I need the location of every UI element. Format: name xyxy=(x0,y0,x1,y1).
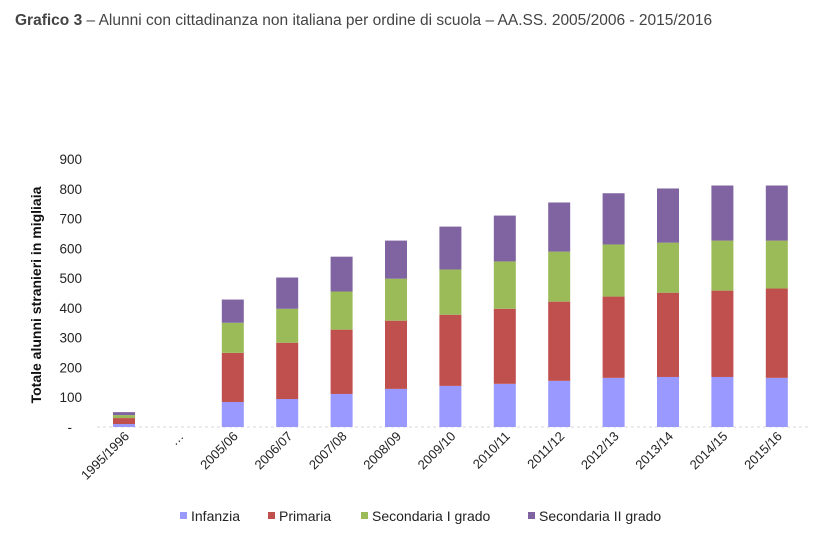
x-tick-label: 2015/16 xyxy=(741,429,785,473)
bar-segment-infanzia xyxy=(330,393,353,427)
x-tick-label: 1995/1996 xyxy=(78,429,132,483)
bar-segment-secondaria-i-grado xyxy=(548,251,571,302)
bar-segment-primaria xyxy=(221,352,244,402)
y-tick-label: 400 xyxy=(59,301,82,316)
y-tick-label: 900 xyxy=(59,152,82,167)
bar-segment-primaria xyxy=(439,314,462,386)
bar-segment-secondaria-ii-grado xyxy=(113,412,135,416)
legend-swatch xyxy=(528,512,535,519)
bar-segment-secondaria-ii-grado xyxy=(711,185,734,241)
bar-segment-primaria xyxy=(657,292,679,377)
bar-segment-infanzia xyxy=(548,380,571,427)
bar-segment-infanzia xyxy=(493,383,516,427)
bar-segment-infanzia xyxy=(439,385,462,427)
bar-segment-infanzia xyxy=(602,377,625,427)
bars xyxy=(113,185,788,427)
bar-segment-secondaria-ii-grado xyxy=(765,185,788,241)
x-tick-label: … xyxy=(167,429,187,449)
bar-segment-secondaria-i-grado xyxy=(657,242,679,293)
bar-segment-infanzia xyxy=(657,376,679,427)
y-tick-label: 300 xyxy=(59,331,82,346)
y-axis-ticks: - 100 200 300 400 500 600 700 800 900 xyxy=(59,152,82,435)
bar-segment-primaria xyxy=(493,308,516,384)
y-tick-label: - xyxy=(68,420,73,435)
bar-segment-secondaria-ii-grado xyxy=(330,256,353,292)
legend-swatch xyxy=(268,512,275,519)
legend-label: Primaria xyxy=(279,508,331,524)
chart-title-bold: Grafico 3 xyxy=(15,12,83,29)
bar-segment-secondaria-ii-grado xyxy=(657,188,679,243)
bar-segment-secondaria-i-grado xyxy=(493,261,516,309)
bar-segment-secondaria-i-grado xyxy=(385,278,407,321)
legend-label: Secondaria I grado xyxy=(372,508,491,524)
bar-segment-secondaria-ii-grado xyxy=(385,240,407,279)
bar-segment-primaria xyxy=(330,329,353,394)
bar-segment-primaria xyxy=(385,320,407,389)
bar-segment-secondaria-i-grado xyxy=(221,322,244,353)
x-axis-ticks: 1995/1996… 2005/06 2006/07 2007/08 2008/09 20… xyxy=(78,429,785,483)
bar-segment-primaria xyxy=(276,342,299,400)
bar-segment-secondaria-ii-grado xyxy=(276,277,299,309)
bar-segment-infanzia xyxy=(385,388,407,427)
bar-segment-secondaria-i-grado xyxy=(602,244,625,297)
bar-segment-primaria xyxy=(113,418,135,425)
x-tick-label: 2014/15 xyxy=(687,429,731,473)
bar-segment-secondaria-ii-grado xyxy=(548,202,571,252)
bar-segment-infanzia xyxy=(221,401,244,427)
bar-segment-infanzia xyxy=(765,377,788,427)
y-tick-label: 700 xyxy=(59,212,82,227)
bar-segment-secondaria-ii-grado xyxy=(221,299,244,323)
bar-segment-secondaria-i-grado xyxy=(765,240,788,289)
bar-segment-secondaria-i-grado xyxy=(276,308,299,343)
x-tick-label: 2012/13 xyxy=(578,429,622,473)
bar-segment-primaria xyxy=(765,288,788,378)
bar-segment-secondaria-i-grado xyxy=(330,291,353,330)
bar-segment-primaria xyxy=(548,301,571,381)
x-tick-label: 2013/14 xyxy=(632,429,676,473)
x-tick-label: 2008/09 xyxy=(360,429,404,473)
bar-segment-infanzia xyxy=(113,424,135,427)
bar-segment-secondaria-i-grado xyxy=(711,240,734,291)
y-tick-label: 100 xyxy=(59,390,82,405)
x-tick-label: 2011/12 xyxy=(524,429,567,472)
bar-segment-secondaria-i-grado xyxy=(439,269,462,315)
x-tick-label: 2006/07 xyxy=(251,429,295,473)
chart-title-rest: – Alunni con cittadinanza non italiana p… xyxy=(82,12,713,29)
legend-swatch xyxy=(180,512,187,519)
x-tick-label: 2009/10 xyxy=(415,429,459,473)
y-tick-label: 200 xyxy=(59,360,82,375)
bar-segment-secondaria-ii-grado xyxy=(602,193,625,245)
x-tick-label: 2007/08 xyxy=(306,429,350,473)
bar-segment-secondaria-ii-grado xyxy=(493,215,516,262)
y-tick-label: 800 xyxy=(59,182,82,197)
y-tick-label: 600 xyxy=(59,241,82,256)
x-tick-label: 2010/11 xyxy=(470,429,513,472)
legend-swatch xyxy=(361,512,368,519)
y-axis-label: Totale alunni stranieri in migliaia xyxy=(28,186,44,403)
bar-segment-secondaria-i-grado xyxy=(113,415,135,419)
x-tick-label: 2005/06 xyxy=(197,429,241,473)
legend: Infanzia Primaria Secondaria I grado Second… xyxy=(180,508,661,524)
bar-segment-primaria xyxy=(711,290,734,377)
y-tick-label: 500 xyxy=(59,271,82,286)
bar-segment-infanzia xyxy=(276,399,299,427)
legend-label: Secondaria II grado xyxy=(539,508,661,524)
bar-segment-infanzia xyxy=(711,376,734,427)
bar-segment-primaria xyxy=(602,296,625,378)
chart-title: Grafico 3 – Alunni con cittadinanza non … xyxy=(15,12,712,30)
bar-segment-secondaria-ii-grado xyxy=(439,226,462,270)
legend-label: Infanzia xyxy=(191,508,240,524)
